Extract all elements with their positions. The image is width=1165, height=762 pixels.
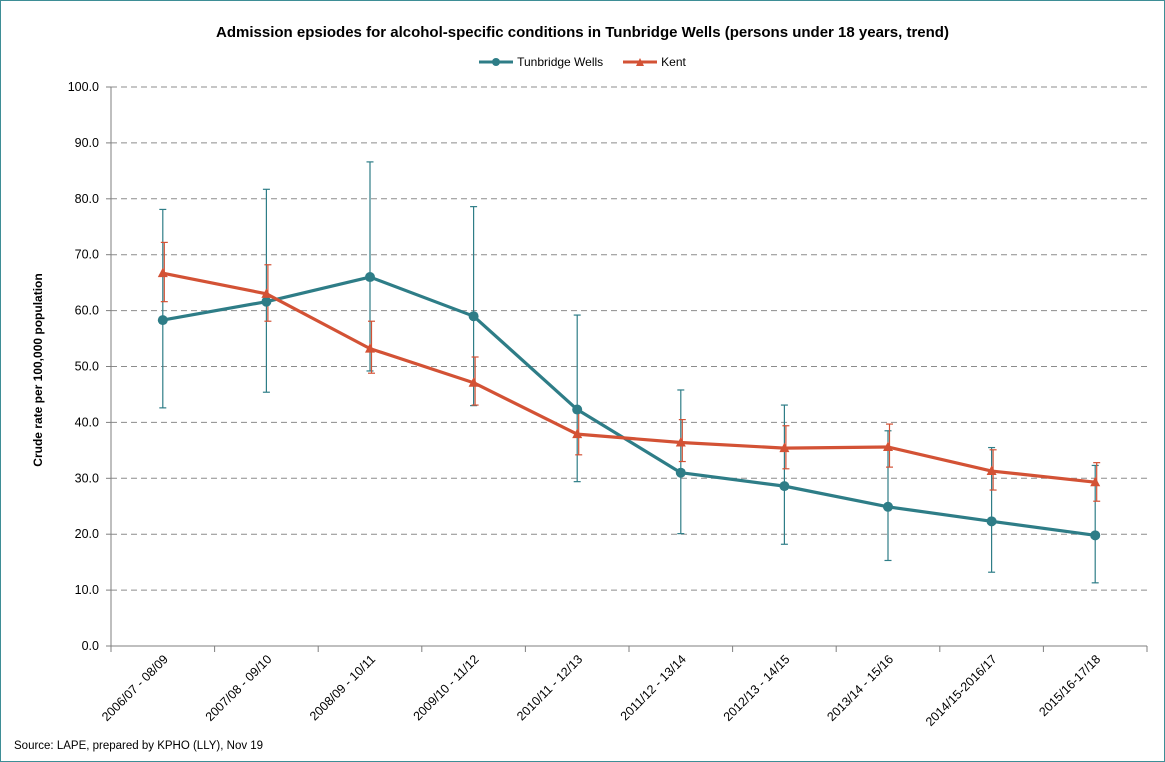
x-tick-label: 2015/16-17/18 <box>1036 652 1103 719</box>
y-tick-label: 0.0 <box>82 639 99 653</box>
point-tunbridge-wells <box>157 315 168 326</box>
series-line-tunbridge-wells <box>162 275 1096 537</box>
y-tick-label: 60.0 <box>75 304 99 318</box>
point-kent <box>261 288 272 298</box>
x-tick-label: 2008/09 - 10/11 <box>307 652 378 723</box>
y-tick-label: 50.0 <box>75 360 99 374</box>
x-tick-label: 2006/07 - 08/09 <box>99 652 171 724</box>
point-kent <box>572 428 583 439</box>
legend-label-tunbridge-wells: Tunbridge Wells <box>517 55 604 69</box>
point-tunbridge-wells <box>261 296 272 307</box>
point-kent <box>468 377 479 387</box>
x-tick-label: 2013/14 - 15/16 <box>824 652 896 724</box>
point-kent <box>986 465 997 476</box>
point-tunbridge-wells <box>468 311 479 322</box>
y-tick-label: 40.0 <box>75 415 99 429</box>
x-tick-label: 2011/12 - 13/14 <box>618 652 689 723</box>
point-tunbridge-wells <box>986 516 997 527</box>
x-tick-label: 2014/15-2016/17 <box>923 652 1000 729</box>
legend: Tunbridge Wells Kent <box>0 55 1165 69</box>
series-line-kent <box>162 271 1096 484</box>
y-tick-label: 10.0 <box>75 583 99 597</box>
y-tick-label: 70.0 <box>75 248 99 262</box>
point-kent <box>883 441 893 451</box>
x-tick-label: 2007/08 - 09/10 <box>203 652 275 724</box>
legend-swatch-kent <box>623 58 658 66</box>
point-tunbridge-wells <box>883 501 893 512</box>
legend-label-kent: Kent <box>661 55 686 69</box>
x-tick-label: 2012/13 - 14/15 <box>721 652 793 724</box>
point-tunbridge-wells <box>365 272 375 283</box>
y-tick-label: 20.0 <box>75 527 99 541</box>
point-tunbridge-wells <box>1090 530 1101 541</box>
legend-item-tunbridge-wells: Tunbridge Wells <box>479 55 603 69</box>
point-tunbridge-wells <box>779 481 790 492</box>
source-note: Source: LAPE, prepared by KPHO (LLY), No… <box>14 740 264 752</box>
legend-swatch-tunbridge-wells <box>479 58 514 66</box>
point-kent <box>365 343 375 353</box>
point-kent <box>157 267 168 278</box>
point-kent <box>1090 476 1101 487</box>
y-tick-label: 100.0 <box>68 80 99 94</box>
point-tunbridge-wells <box>675 467 686 478</box>
chart-title: Admission epsiodes for alcohol-specific … <box>216 24 949 41</box>
point-tunbridge-wells <box>572 404 583 415</box>
point-kent <box>779 442 790 453</box>
x-tick-label: 2009/10 - 11/12 <box>411 652 482 723</box>
y-tick-label: 80.0 <box>75 192 99 206</box>
legend-item-kent: Kent <box>623 55 686 69</box>
point-kent <box>675 437 686 447</box>
x-tick-label: 2010/11 - 12/13 <box>514 652 585 723</box>
y-tick-label: 30.0 <box>75 471 99 485</box>
y-tick-label: 90.0 <box>75 136 99 150</box>
